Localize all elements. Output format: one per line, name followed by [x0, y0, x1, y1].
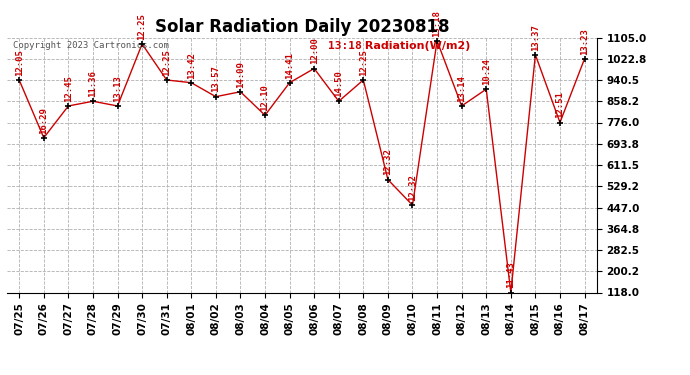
Text: 12:25: 12:25	[162, 49, 171, 76]
Text: 13:18: 13:18	[433, 10, 442, 37]
Text: Copyright 2023 Cartronics.com: Copyright 2023 Cartronics.com	[13, 41, 168, 50]
Title: Solar Radiation Daily 20230818: Solar Radiation Daily 20230818	[155, 18, 449, 36]
Text: 13:37: 13:37	[531, 24, 540, 51]
Text: 13:57: 13:57	[211, 66, 220, 93]
Text: 13:23: 13:23	[580, 28, 589, 55]
Text: 16:29: 16:29	[39, 107, 48, 134]
Text: 12:00: 12:00	[310, 38, 319, 64]
Text: 13:18: 13:18	[328, 41, 362, 51]
Text: 12:25: 12:25	[359, 49, 368, 76]
Text: 12:32: 12:32	[408, 174, 417, 201]
Text: 13:42: 13:42	[187, 52, 196, 78]
Text: 12:05: 12:05	[14, 49, 23, 76]
Text: 10:24: 10:24	[482, 58, 491, 85]
Text: 12:51: 12:51	[555, 92, 564, 118]
Text: 13:13: 13:13	[113, 75, 122, 102]
Text: 13:14: 13:14	[457, 75, 466, 102]
Text: 11:43: 11:43	[506, 261, 515, 288]
Text: 14:41: 14:41	[285, 52, 294, 78]
Text: 14:50: 14:50	[334, 70, 343, 97]
Text: Radiation(W/m2): Radiation(W/m2)	[361, 41, 471, 51]
Text: 12:45: 12:45	[64, 75, 73, 102]
Text: 12:25: 12:25	[137, 13, 146, 40]
Text: 11:36: 11:36	[88, 70, 97, 97]
Text: 12:32: 12:32	[384, 148, 393, 176]
Text: 14:09: 14:09	[236, 61, 245, 88]
Text: 12:10: 12:10	[261, 84, 270, 111]
